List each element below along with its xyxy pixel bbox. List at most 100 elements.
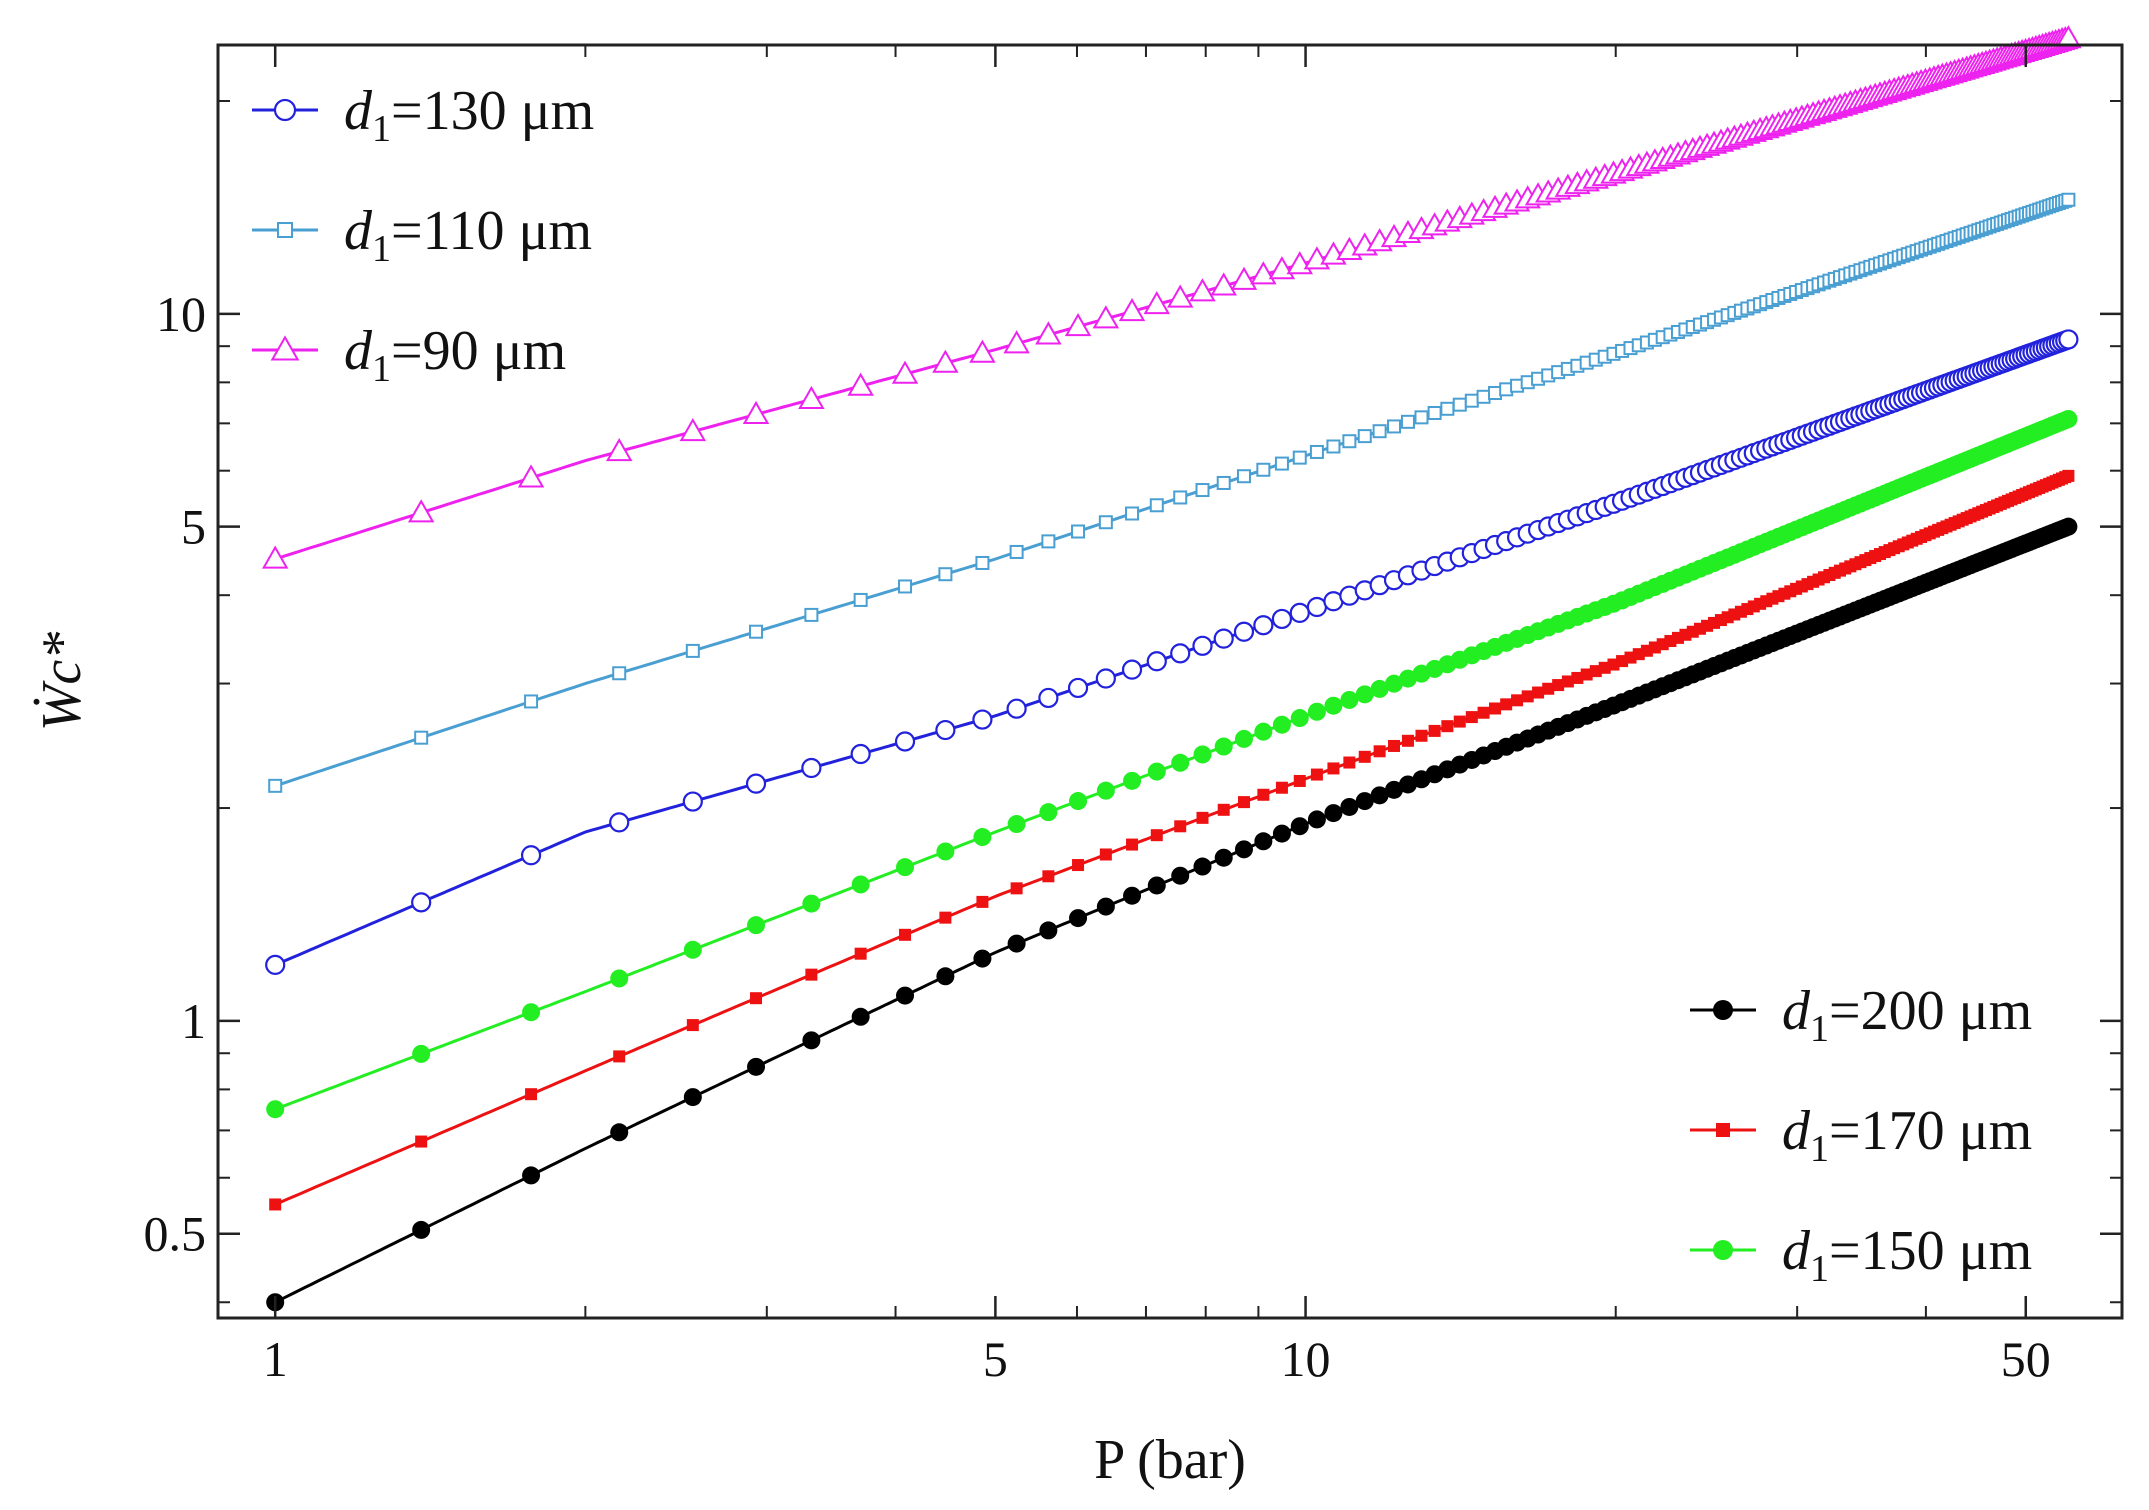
data-point	[1398, 669, 1417, 688]
data-point	[1340, 690, 1359, 709]
legend-marker	[277, 222, 293, 238]
data-point	[1006, 698, 1027, 719]
data-point	[1414, 410, 1429, 425]
data-point	[747, 1057, 766, 1076]
legend-entry-150um: d1=150 μm	[1690, 1220, 2032, 1290]
series-130um	[265, 329, 2079, 975]
data-point	[1214, 848, 1233, 867]
data-point	[1146, 651, 1167, 672]
legend-label: d1=200 μm	[1782, 980, 2032, 1050]
y-tick-label: 5	[181, 499, 206, 555]
data-point	[266, 1100, 285, 1119]
data-point	[1357, 429, 1372, 444]
data-point	[1171, 753, 1190, 772]
data-point	[520, 845, 542, 866]
data-point	[802, 1031, 821, 1050]
data-point	[1173, 490, 1188, 505]
data-point	[1307, 810, 1326, 829]
data-point	[899, 928, 912, 941]
data-point	[750, 992, 763, 1005]
data-point	[1290, 817, 1309, 836]
legend-entry-110um: d1=110 μm	[252, 200, 592, 270]
data-point	[1210, 272, 1237, 296]
data-point	[1427, 406, 1442, 421]
data-point	[1257, 788, 1270, 801]
data-point	[1532, 686, 1545, 699]
data-point	[1324, 804, 1343, 823]
data-point	[801, 757, 822, 779]
data-point	[1370, 679, 1389, 698]
data-point	[1358, 750, 1371, 763]
data-point	[1272, 715, 1291, 734]
data-point	[412, 1044, 431, 1063]
data-point	[1192, 635, 1213, 656]
data-point	[1236, 469, 1251, 484]
data-point	[525, 1088, 538, 1101]
data-point	[1453, 715, 1466, 728]
data-point	[1237, 796, 1250, 809]
data-point	[1193, 857, 1212, 876]
data-point	[1428, 724, 1441, 737]
x-tick-label: 50	[2001, 1331, 2051, 1387]
data-point	[1214, 737, 1233, 756]
data-point	[973, 828, 992, 847]
data-point	[682, 791, 703, 812]
data-point	[851, 1007, 870, 1026]
data-point	[1309, 444, 1324, 459]
data-point	[1307, 702, 1326, 721]
data-point	[1038, 687, 1059, 709]
data-point	[1143, 291, 1171, 315]
data-point	[1342, 434, 1357, 449]
data-point	[1275, 781, 1288, 794]
data-point	[1216, 475, 1231, 490]
data-point	[610, 1123, 629, 1142]
data-point	[1171, 866, 1190, 885]
data-point	[747, 916, 766, 935]
legend-layer: d1=130 μm d1=110 μm d1=90 μm d1=200 μm d1=17…	[252, 80, 2032, 1290]
data-point	[1343, 756, 1356, 769]
data-point	[517, 464, 545, 488]
data-point	[1217, 803, 1230, 816]
data-point	[935, 719, 956, 741]
data-point	[1293, 774, 1306, 787]
x-axis-title: P (bar)	[1094, 1429, 1246, 1491]
data-point	[976, 895, 989, 908]
data-point	[1571, 671, 1584, 684]
data-point	[268, 778, 283, 793]
legend-entry-130um: d1=130 μm	[252, 80, 594, 150]
data-point	[610, 969, 629, 988]
data-point	[1253, 615, 1274, 636]
data-point	[1511, 694, 1524, 707]
data-point	[896, 858, 915, 877]
data-point	[1069, 909, 1088, 928]
data-point	[1233, 621, 1255, 642]
data-point	[605, 437, 633, 462]
tick-layer: 1 5 10 50 0.5 1 5 10	[144, 45, 2122, 1387]
data-point	[1415, 729, 1428, 742]
data-point	[1150, 829, 1163, 842]
data-point	[1035, 321, 1062, 345]
data-point	[850, 743, 871, 765]
data-point	[612, 666, 627, 681]
data-point	[1126, 838, 1139, 851]
data-point	[854, 947, 867, 960]
data-point	[1123, 886, 1142, 905]
data-point	[1096, 897, 1115, 916]
data-point	[1118, 297, 1146, 322]
data-point	[1254, 832, 1273, 851]
data-point	[847, 372, 874, 396]
x-tick-label: 10	[1281, 1331, 1331, 1387]
data-point	[749, 624, 764, 639]
data-point	[805, 968, 818, 981]
data-point	[898, 579, 913, 594]
data-point	[972, 709, 993, 730]
legend-label: d1=90 μm	[344, 320, 566, 390]
legend-entry-200um: d1=200 μm	[1690, 980, 2032, 1050]
data-point	[2059, 409, 2078, 428]
data-point	[1095, 668, 1116, 689]
series-200um	[266, 517, 2078, 1312]
data-point	[936, 967, 955, 986]
series-110um	[268, 192, 2076, 793]
data-point	[1234, 729, 1253, 748]
